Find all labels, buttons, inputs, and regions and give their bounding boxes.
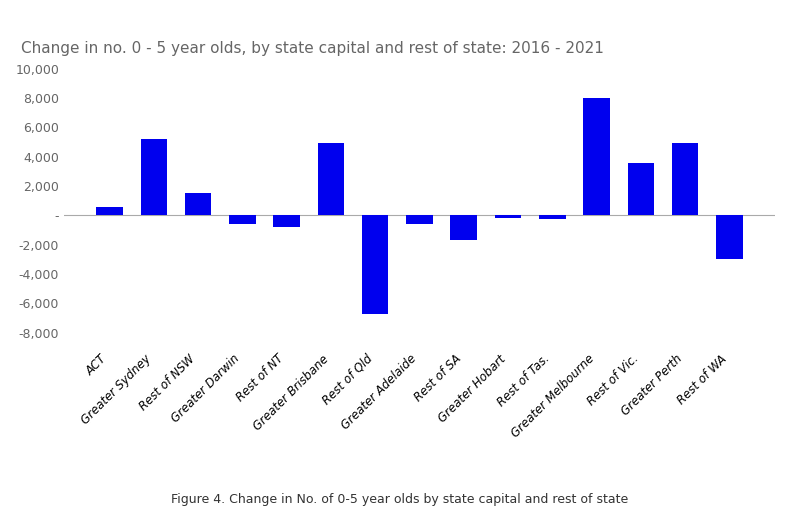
Bar bbox=[362, 216, 388, 314]
Bar bbox=[185, 193, 212, 216]
Bar bbox=[96, 206, 123, 216]
Bar bbox=[451, 216, 477, 240]
Bar bbox=[495, 216, 521, 218]
Bar bbox=[318, 144, 344, 216]
Bar bbox=[141, 139, 167, 216]
Bar bbox=[539, 216, 566, 219]
Bar bbox=[583, 98, 610, 216]
Bar bbox=[716, 216, 743, 260]
Bar bbox=[406, 216, 433, 224]
Bar bbox=[627, 162, 654, 216]
Bar bbox=[273, 216, 300, 227]
Text: Figure 4. Change in No. of 0-5 year olds by state capital and rest of state: Figure 4. Change in No. of 0-5 year olds… bbox=[171, 493, 628, 506]
Bar bbox=[229, 216, 256, 224]
Bar bbox=[672, 144, 698, 216]
Text: Change in no. 0 - 5 year olds, by state capital and rest of state: 2016 - 2021: Change in no. 0 - 5 year olds, by state … bbox=[22, 40, 604, 56]
